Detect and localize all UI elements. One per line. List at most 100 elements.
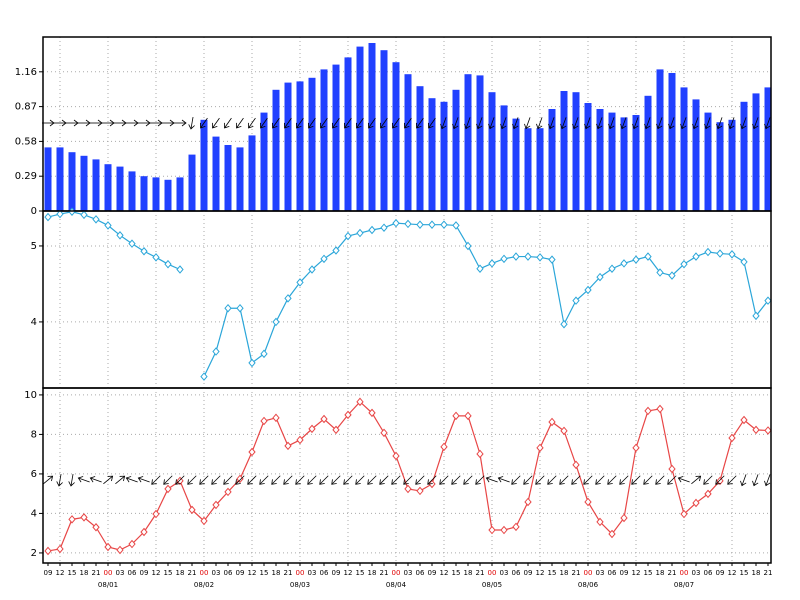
marker	[440, 220, 448, 229]
marker	[356, 228, 364, 238]
marker	[668, 464, 676, 474]
arrow-part	[752, 480, 759, 487]
arrow-part	[621, 117, 627, 129]
arrow-part	[453, 117, 459, 129]
arrow-part	[200, 117, 208, 129]
bar	[356, 46, 364, 211]
arrow-part	[77, 476, 84, 483]
wind-arrow	[619, 475, 629, 485]
marker	[704, 489, 712, 499]
x-tick-label: 21	[284, 569, 293, 577]
x-tick-label: 03	[116, 569, 125, 577]
wind-arrow	[391, 475, 401, 485]
arrow-part	[715, 479, 721, 485]
marker	[500, 525, 508, 535]
arrow-part	[392, 117, 400, 129]
wind-arrow	[704, 117, 711, 130]
arrow-part	[597, 117, 603, 129]
marker	[128, 239, 136, 248]
x-tick-label: 21	[668, 569, 677, 577]
arrow-part	[463, 479, 469, 485]
wind-arrow	[560, 117, 567, 130]
bar	[248, 135, 256, 211]
arrow-part	[752, 123, 759, 130]
x-tick-label: 21	[572, 569, 581, 577]
wind-arrow	[307, 117, 316, 129]
bar	[524, 128, 532, 211]
marker	[164, 259, 172, 269]
wind-arrow	[247, 475, 257, 485]
x-tick-label: 21	[188, 569, 197, 577]
marker	[392, 218, 400, 228]
bar	[116, 166, 124, 211]
wind-arrow	[403, 117, 412, 129]
arrow-part	[259, 479, 265, 485]
marker	[644, 252, 652, 261]
wind-arrow	[68, 474, 75, 487]
wind-arrow	[547, 475, 557, 485]
marker	[404, 484, 412, 494]
arrow-part	[512, 123, 519, 130]
arrow-part	[511, 479, 517, 485]
bar	[236, 147, 244, 211]
arrow-part	[320, 117, 328, 129]
arrow-part	[343, 475, 353, 485]
wind-arrow	[379, 117, 388, 129]
bar	[344, 57, 352, 212]
arrow-part	[656, 123, 663, 130]
marker	[104, 542, 112, 552]
x-tick-label: 03	[692, 569, 701, 577]
arrow-part	[125, 476, 132, 483]
wind-arrow	[475, 475, 485, 485]
arrow-part	[740, 480, 747, 487]
bar	[176, 177, 184, 211]
wind-arrow	[235, 117, 244, 129]
arrow-part	[248, 117, 256, 129]
wind-arrow	[632, 117, 639, 130]
arrow-part	[319, 122, 326, 129]
arrow-part	[47, 475, 54, 482]
marker	[560, 426, 568, 436]
arrow-part	[403, 475, 413, 485]
bar	[440, 101, 448, 211]
x-tick-label: 06	[128, 569, 137, 577]
x-tick-label: 00	[584, 569, 593, 577]
marker	[248, 358, 256, 368]
x-tick-label: 03	[596, 569, 605, 577]
wind-arrow	[691, 475, 702, 485]
arrow-part	[727, 479, 733, 485]
bar	[692, 99, 700, 211]
marker	[356, 397, 364, 407]
arrow-part	[513, 117, 519, 129]
arrow-part	[475, 479, 481, 485]
marker	[176, 476, 184, 486]
wind-arrow	[331, 117, 340, 129]
x-tick-label: 09	[140, 569, 149, 577]
wind-arrow	[271, 475, 281, 485]
arrow-part	[488, 123, 495, 130]
wind-arrow	[572, 117, 579, 130]
marker	[452, 221, 460, 230]
arrow-part	[439, 475, 449, 485]
marker	[464, 241, 472, 251]
wind-arrow	[595, 475, 605, 485]
arrow-part	[367, 479, 373, 485]
y-tick-label: 8	[31, 429, 37, 440]
marker	[668, 271, 676, 280]
bar	[104, 164, 112, 211]
arrow-part	[415, 122, 422, 129]
marker	[620, 513, 628, 523]
bar	[200, 119, 208, 211]
arrow-part	[451, 479, 457, 485]
bar	[140, 176, 148, 211]
arrow-part	[379, 475, 389, 485]
bar	[572, 92, 580, 211]
wind-arrow	[427, 117, 436, 129]
bar	[320, 69, 328, 212]
arrow-part	[58, 474, 62, 486]
arrow-part	[560, 123, 567, 130]
wind-arrow	[175, 475, 185, 485]
arrow-part	[703, 479, 709, 485]
bar	[80, 155, 88, 211]
marker	[248, 447, 256, 457]
